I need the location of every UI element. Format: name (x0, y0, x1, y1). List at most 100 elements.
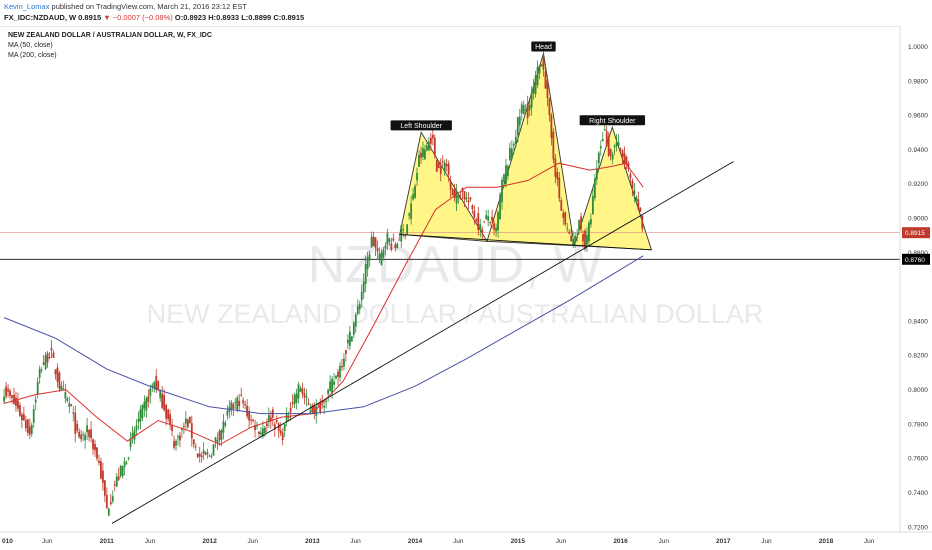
legend-ma50[interactable]: MA (50, close) (8, 42, 53, 49)
candle-body (173, 441, 175, 448)
candle-body (214, 437, 217, 442)
candle-body (603, 129, 606, 131)
candle (260, 427, 262, 438)
candle-body (530, 92, 533, 108)
legend-ma200[interactable]: MA (200, close) (8, 52, 57, 59)
candle (568, 229, 571, 235)
legend-title: NEW ZEALAND DOLLAR / AUSTRALIAN DOLLAR, … (8, 32, 212, 39)
candle-body (337, 371, 339, 377)
candle (216, 432, 219, 451)
candle (337, 368, 339, 386)
candle (56, 363, 59, 388)
candle-body (431, 134, 434, 139)
candle (635, 195, 638, 203)
candle-body (566, 227, 569, 229)
candle (609, 148, 612, 161)
candle-body (433, 137, 436, 156)
candle (560, 197, 563, 211)
candle (22, 406, 25, 421)
candle-body (467, 200, 470, 203)
candle (453, 183, 456, 202)
price-axis[interactable]: 1.0000 0.9800 0.9600 0.9400 0.9200 0.9000 0.88… (908, 44, 928, 531)
candle-body (439, 166, 442, 174)
candle (165, 404, 168, 426)
candle (147, 389, 150, 408)
candle-body (26, 419, 29, 433)
ma50-line (3, 162, 644, 446)
candle (283, 423, 286, 438)
candle (505, 158, 507, 188)
candle (38, 365, 41, 384)
candle (96, 447, 98, 462)
candle-body (119, 465, 122, 476)
candle (552, 128, 555, 164)
candle (532, 78, 535, 100)
candle-body (588, 222, 590, 242)
candle (611, 151, 614, 165)
candle-body (94, 443, 96, 451)
candle (374, 237, 377, 257)
last-price-label-text: 0.8915 (905, 230, 925, 237)
candle-body (44, 355, 47, 369)
candle-body (331, 379, 333, 393)
time-tick-label: Jun (247, 538, 258, 545)
candle-body (378, 253, 381, 261)
candle (319, 398, 322, 415)
candle-body (570, 235, 573, 242)
candle-body (550, 115, 553, 139)
candle (429, 133, 432, 151)
candle (477, 206, 480, 236)
candle-body (234, 402, 237, 404)
candle (493, 220, 495, 236)
candle (115, 473, 118, 487)
candle (416, 167, 418, 187)
candle-body (17, 400, 19, 409)
candle-body (295, 393, 298, 403)
time-tick-label: Jun (145, 538, 156, 545)
candle-body (165, 404, 168, 419)
candle (487, 209, 490, 227)
candle (163, 389, 166, 412)
author-link[interactable]: Kevin_Lomax (4, 2, 50, 11)
candle-body (445, 164, 448, 167)
candle (149, 384, 152, 404)
candle-body (303, 393, 306, 397)
candle (548, 97, 551, 122)
candle (222, 413, 225, 440)
candle (192, 439, 195, 449)
candle-body (242, 400, 245, 404)
candle-body (465, 197, 468, 200)
candle-body (595, 168, 598, 180)
candle-body (449, 181, 452, 190)
candle-body (285, 413, 288, 422)
candle-body (516, 117, 519, 136)
candle (315, 399, 318, 424)
time-axis[interactable]: 010 Jun 2011 Jun 2012 Jun 2013 Jun 2014 Jun 2015 Ju… (2, 538, 875, 545)
candle (273, 421, 276, 437)
legend: NEW ZEALAND DOLLAR / AUSTRALIAN DOLLAR, … (8, 31, 212, 61)
candle-body (117, 476, 120, 480)
candle-body (198, 453, 201, 457)
candle-body (28, 426, 31, 435)
candle (489, 221, 492, 226)
candle (447, 160, 450, 183)
candle (534, 70, 537, 98)
candle-body (429, 137, 432, 144)
candle (451, 187, 454, 196)
candle (62, 380, 65, 390)
candle-body (631, 180, 634, 189)
candle-body (177, 436, 179, 438)
candle (297, 381, 300, 404)
candle (121, 465, 124, 479)
time-tick-label: 2011 (100, 538, 114, 545)
candle-body (441, 161, 444, 163)
candle-body (609, 148, 612, 156)
candle-body (58, 372, 61, 389)
candle (621, 149, 624, 165)
candle (299, 385, 302, 393)
candle (597, 151, 600, 169)
candle (380, 249, 383, 266)
candle-body (129, 438, 132, 448)
time-tick-label: 2016 (613, 538, 628, 545)
